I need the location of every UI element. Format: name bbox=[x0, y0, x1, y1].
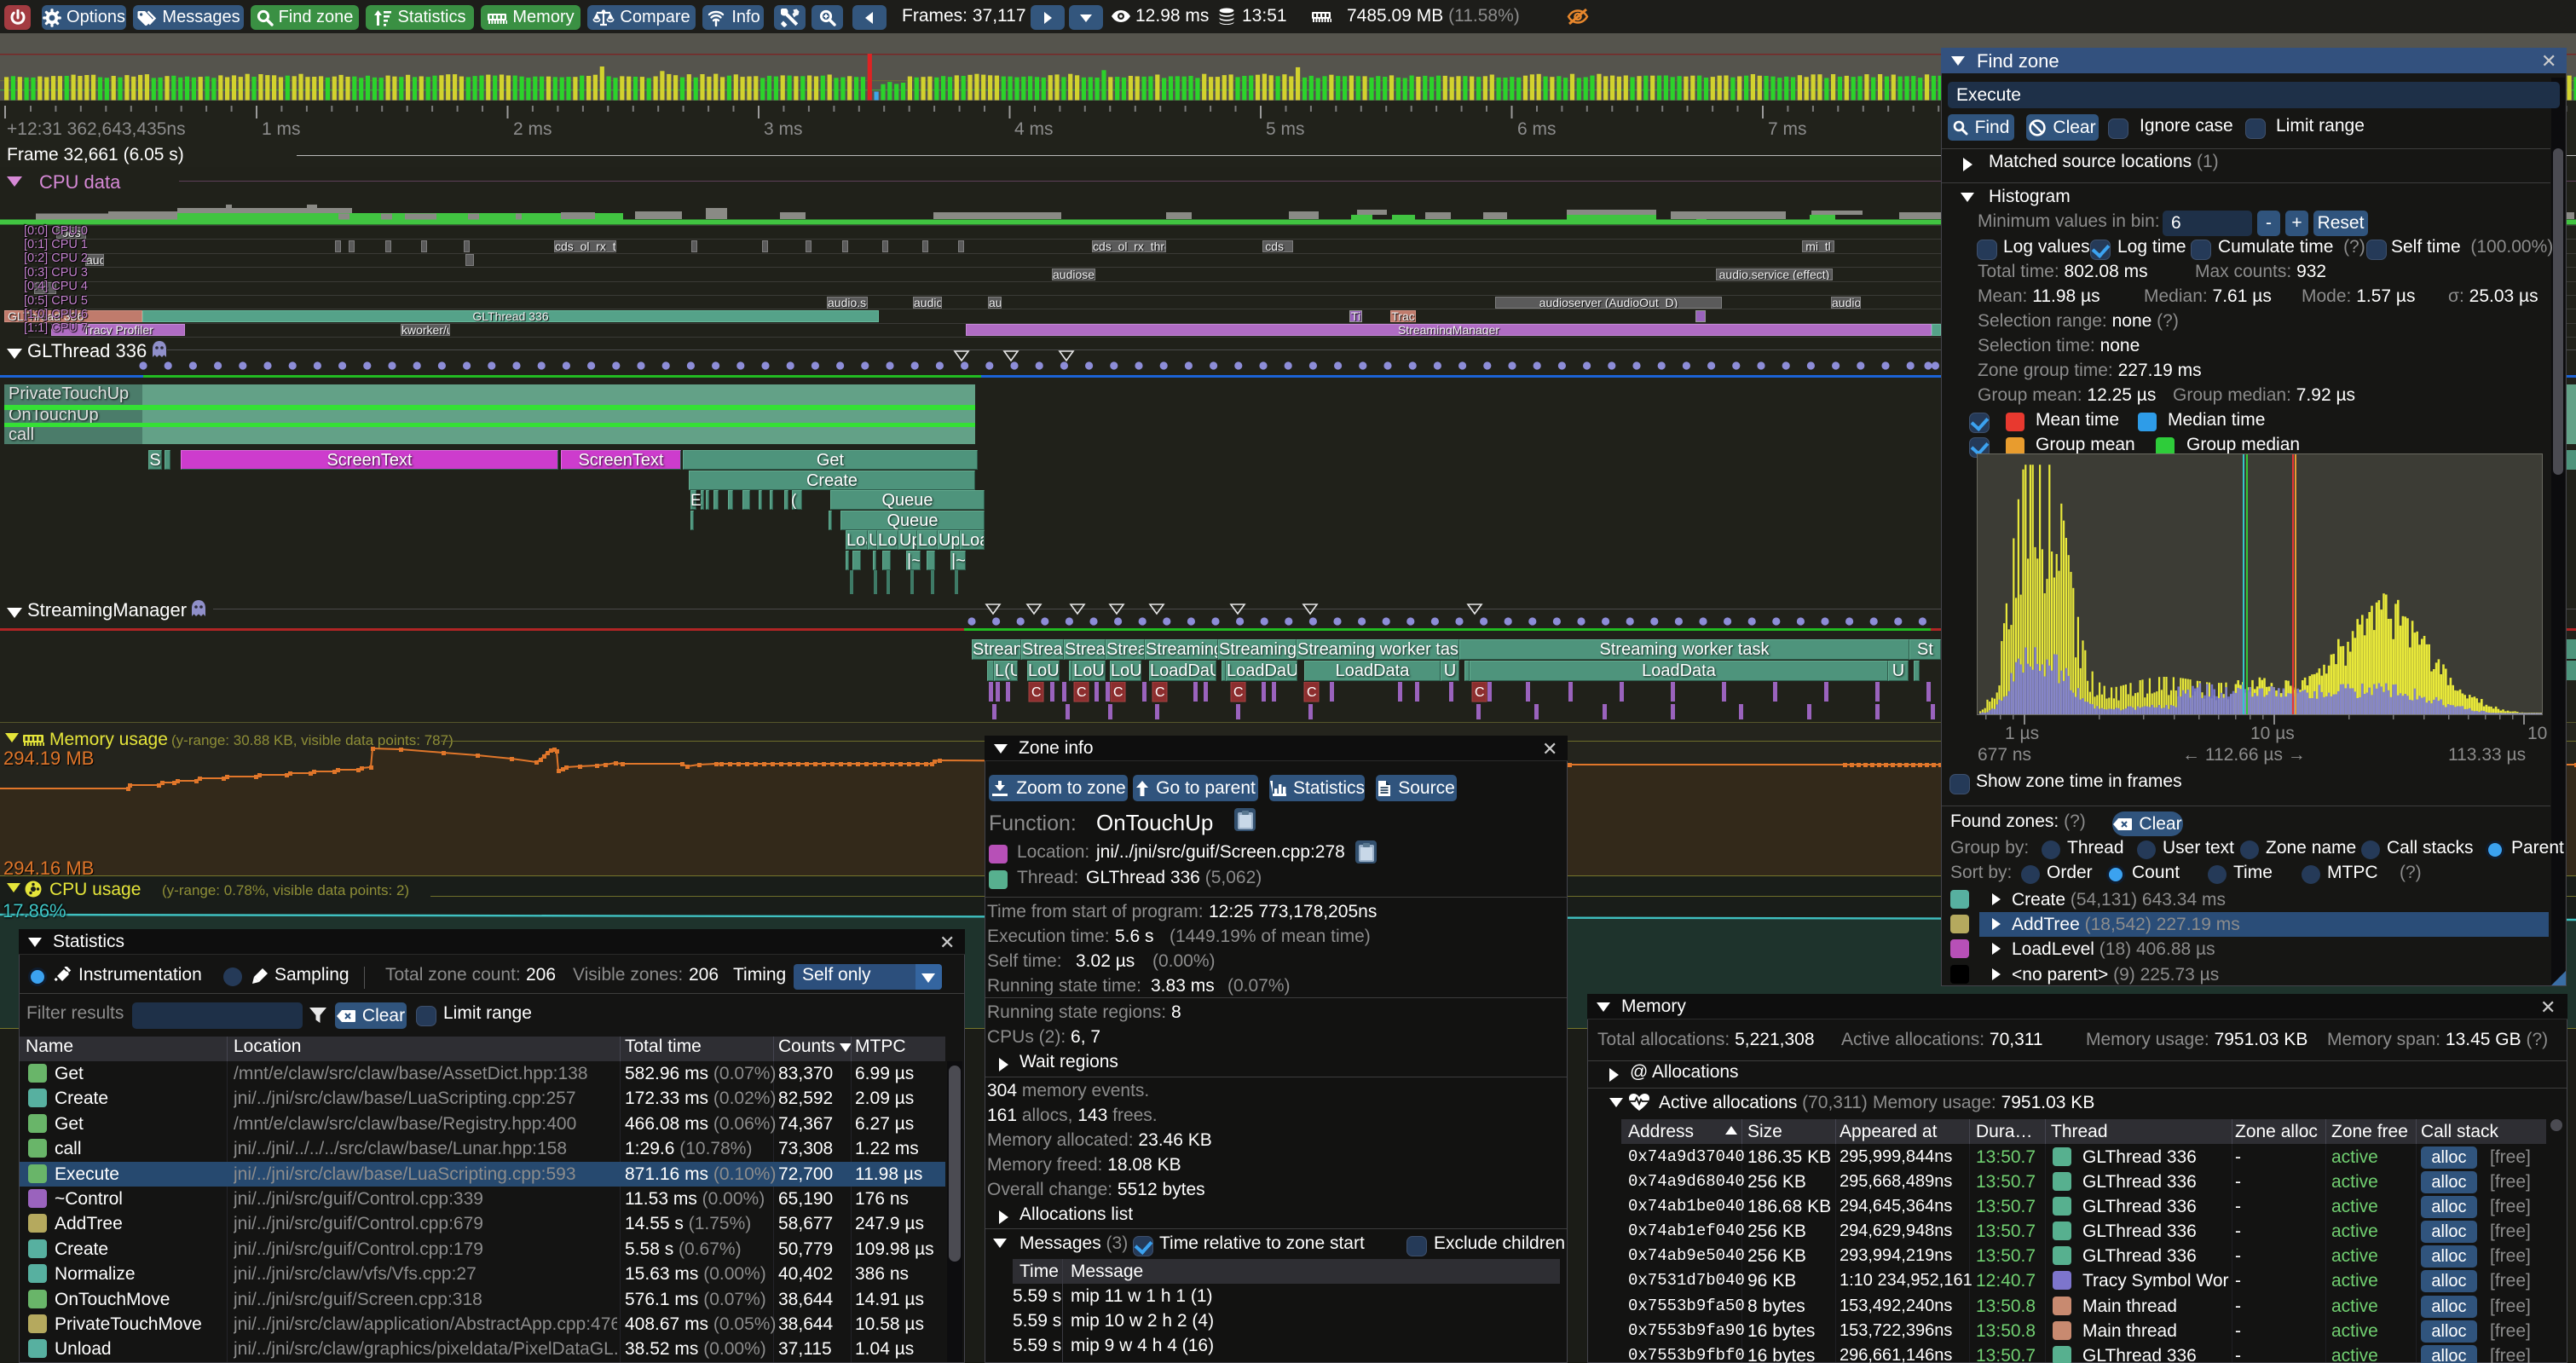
svg-text:C: C bbox=[1475, 685, 1485, 700]
svg-text:C: C bbox=[1077, 685, 1087, 700]
svg-text:C: C bbox=[1113, 685, 1123, 700]
svg-text:C: C bbox=[1031, 685, 1042, 700]
svg-text:C: C bbox=[1307, 685, 1317, 700]
svg-text:C: C bbox=[1155, 685, 1165, 700]
svg-text:C: C bbox=[1233, 685, 1244, 700]
